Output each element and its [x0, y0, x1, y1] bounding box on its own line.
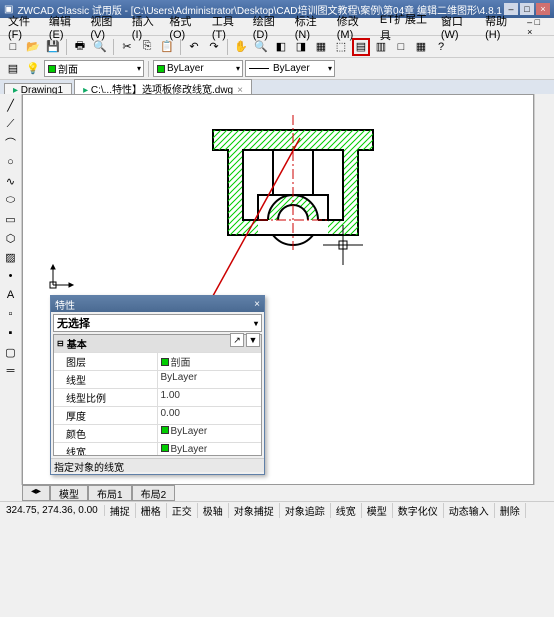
rect-icon[interactable]: ▭ [2, 210, 20, 228]
filter-icon[interactable]: ▼ [246, 333, 260, 347]
model-tab[interactable]: 布局1 [88, 485, 132, 501]
pan-icon[interactable]: ✋ [232, 38, 250, 56]
status-toggle[interactable]: 正交 [167, 503, 198, 518]
prop-row[interactable]: 线型比例1.00 [54, 388, 261, 406]
status-toggle[interactable]: 删除 [495, 503, 526, 518]
prop-row[interactable]: 线型ByLayer [54, 370, 261, 388]
status-toggle[interactable]: 极轴 [198, 503, 229, 518]
new-icon[interactable]: □ [4, 38, 22, 56]
spline-icon[interactable]: ∿ [2, 172, 20, 190]
prop-row[interactable]: 厚度0.00 [54, 406, 261, 424]
tool-icon[interactable]: ▥ [372, 38, 390, 56]
model-tab[interactable]: 模型 [50, 485, 88, 501]
tool-icon[interactable]: □ [392, 38, 410, 56]
menu-item[interactable]: 文件(F) [4, 13, 45, 41]
undo-icon[interactable]: ↶ [185, 38, 203, 56]
menu-bar: 文件(F)编辑(E)视图(V)插入(I)格式(O)工具(T)绘图(D)标注(N)… [0, 18, 554, 36]
cut-icon[interactable]: ✂ [118, 38, 136, 56]
zoom-icon[interactable]: 🔍 [252, 38, 270, 56]
status-toggle[interactable]: 线宽 [331, 503, 362, 518]
tool-icon[interactable]: ◨ [292, 38, 310, 56]
tool-icon[interactable]: ═ [2, 362, 20, 380]
prop-row[interactable]: 图层剖面 [54, 352, 261, 370]
color-combo[interactable]: ByLayer [153, 60, 243, 77]
copy-icon[interactable]: ⎘ [138, 38, 156, 56]
tool-icon[interactable]: ▦ [412, 38, 430, 56]
tool-icon[interactable]: ⬚ [332, 38, 350, 56]
close-button[interactable]: × [536, 3, 550, 15]
pick-icon[interactable]: ↗ [230, 333, 244, 347]
model-tab[interactable]: 布局2 [132, 485, 176, 501]
tool-icon[interactable]: ▢ [2, 343, 20, 361]
properties-grid[interactable]: 基本图层剖面线型ByLayer线型比例1.00厚度0.00颜色ByLayer线宽… [53, 334, 262, 456]
circle-icon[interactable]: ○ [2, 153, 20, 171]
redo-icon[interactable]: ↷ [205, 38, 223, 56]
preview-icon[interactable]: 🔍 [91, 38, 109, 56]
properties-status: 指定对象的线宽 [51, 458, 264, 472]
bulb-icon[interactable]: 💡 [24, 60, 42, 78]
panel-close-icon[interactable]: × [254, 299, 260, 310]
toolbar-2: ▤ 💡 剖面 ByLayer ByLayer [0, 58, 554, 80]
menu-item[interactable]: 工具(T) [208, 13, 249, 41]
properties-panel[interactable]: 特性 × 无选择 ↗ ▼ 基本图层剖面线型ByLayer线型比例1.00厚度0.… [50, 295, 265, 475]
status-buttons: 捕捉栅格正交极轴对象捕捉对象追踪线宽模型数字化仪动态输入删除 [105, 503, 526, 518]
arc-icon[interactable]: ⌒ [2, 134, 20, 152]
prop-row[interactable]: 颜色ByLayer [54, 424, 261, 442]
status-toggle[interactable]: 动态输入 [444, 503, 495, 518]
menu-item[interactable]: 修改(M) [333, 13, 376, 41]
properties-button[interactable]: ▤ [352, 38, 370, 56]
open-icon[interactable]: 📂 [24, 38, 42, 56]
tool-icon[interactable]: ▦ [312, 38, 330, 56]
menu-item[interactable]: 标注(N) [291, 13, 333, 41]
hatch-icon[interactable]: ▨ [2, 248, 20, 266]
polygon-icon[interactable]: ⬡ [2, 229, 20, 247]
print-icon[interactable]: 🖶 [71, 38, 89, 56]
tool-icon[interactable]: ▫ [2, 305, 20, 323]
prop-row[interactable]: 线宽ByLayer [54, 442, 261, 456]
menu-item[interactable]: 插入(I) [128, 13, 166, 41]
menu-item[interactable]: 视图(V) [86, 13, 127, 41]
layer-icon[interactable]: ▤ [4, 60, 22, 78]
tool-icon[interactable]: ◧ [272, 38, 290, 56]
text-icon[interactable]: A [2, 286, 20, 304]
status-toggle[interactable]: 对象捕捉 [229, 503, 280, 518]
menu-item[interactable]: 格式(O) [165, 13, 208, 41]
layer-combo[interactable]: 剖面 [44, 60, 144, 77]
selection-combo[interactable]: 无选择 [53, 314, 262, 332]
help-icon[interactable]: ? [432, 38, 450, 56]
status-toggle[interactable]: 捕捉 [105, 503, 136, 518]
status-toggle[interactable]: 栅格 [136, 503, 167, 518]
tool-icon[interactable]: ▪ [2, 324, 20, 342]
menu-item[interactable]: 窗口(W) [437, 13, 481, 41]
status-toggle[interactable]: 模型 [362, 503, 393, 518]
tab-nav[interactable]: ◂▸ [22, 485, 50, 501]
properties-title-bar[interactable]: 特性 × [51, 296, 264, 312]
pline-icon[interactable]: ⟋ [2, 115, 20, 133]
menu-item[interactable]: 帮助(H) [481, 13, 523, 41]
menu-item[interactable]: 绘图(D) [249, 13, 291, 41]
paste-icon[interactable]: 📋 [158, 38, 176, 56]
model-tabs: ◂▸模型布局1布局2 [22, 485, 175, 501]
left-toolbar: ╱ ⟋ ⌒ ○ ∿ ⬭ ▭ ⬡ ▨ • A ▫ ▪ ▢ ═ [0, 94, 22, 485]
save-icon[interactable]: 💾 [44, 38, 62, 56]
status-toggle[interactable]: 对象追踪 [280, 503, 331, 518]
mdi-buttons[interactable]: – □ × [523, 17, 550, 37]
lineweight-combo[interactable]: ByLayer [245, 60, 335, 77]
coords: 324.75, 274.36, 0.00 [0, 505, 105, 516]
properties-title: 特性 [55, 297, 254, 312]
status-toggle[interactable]: 数字化仪 [393, 503, 444, 518]
right-toolbar [534, 94, 554, 485]
status-bar: 324.75, 274.36, 0.00 捕捉栅格正交极轴对象捕捉对象追踪线宽模… [0, 501, 554, 519]
point-icon[interactable]: • [2, 267, 20, 285]
ellipse-icon[interactable]: ⬭ [2, 191, 20, 209]
line-icon[interactable]: ╱ [2, 96, 20, 114]
